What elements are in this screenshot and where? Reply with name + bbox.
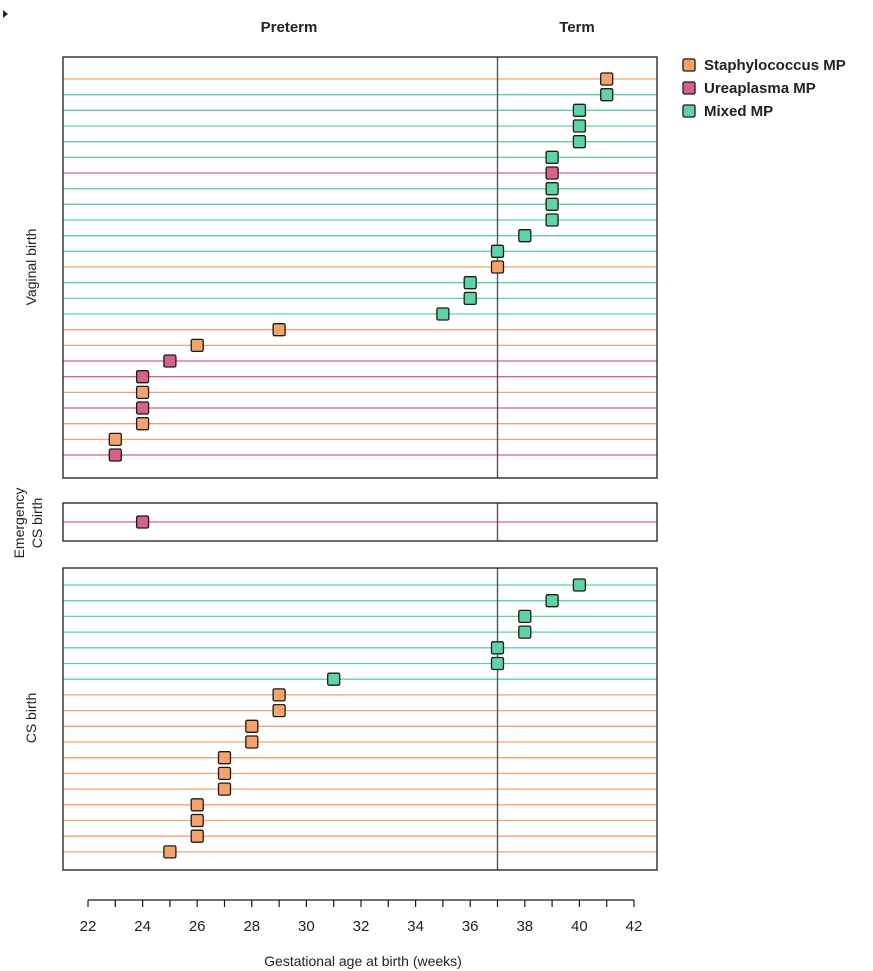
data-point-marker [490, 656, 505, 671]
x-tick-label: 22 [80, 918, 97, 935]
data-point-marker [190, 798, 204, 812]
legend-label: Ureaplasma MP [704, 80, 816, 97]
data-point-marker [135, 417, 150, 431]
data-point-marker [135, 515, 150, 529]
panel-2 [62, 567, 658, 871]
data-point-marker [545, 213, 559, 227]
term-header: Term [559, 19, 595, 36]
x-tick-label: 24 [134, 918, 151, 935]
panel-frame [62, 502, 658, 542]
x-tick-label: 38 [516, 918, 533, 935]
data-point-marker [490, 641, 505, 655]
emergency-cs-label-line2: CS birth [29, 498, 45, 549]
data-point-marker [518, 609, 532, 624]
data-point-marker [135, 401, 150, 415]
data-point-marker [545, 594, 559, 608]
data-point-marker [245, 735, 259, 749]
data-point-marker [217, 751, 232, 765]
x-tick-label: 28 [243, 918, 260, 935]
corner-marker [3, 10, 8, 18]
data-point-marker [572, 119, 587, 133]
x-tick-label: 36 [462, 918, 479, 935]
x-tick-label: 26 [189, 918, 206, 935]
cs-birth-label: CS birth [23, 693, 39, 744]
data-point-marker [490, 260, 505, 274]
data-point-marker [163, 845, 177, 859]
data-point-marker [518, 229, 532, 243]
legend-label: Staphylococcus MP [704, 57, 846, 74]
panel-frame [62, 56, 658, 479]
data-point-marker [572, 103, 587, 117]
x-axis: 22 24 26 28 30 32 34 36 38 40 42 [80, 899, 643, 935]
data-point-marker [545, 166, 559, 180]
panel-frame [62, 567, 658, 871]
panel-1 [62, 502, 658, 542]
data-point-marker [518, 625, 532, 639]
x-tick-label: 42 [626, 918, 643, 935]
legend: Staphylococcus MP Ureaplasma MP Mixed MP [682, 57, 846, 120]
x-tick-label: 40 [571, 918, 588, 935]
data-point-marker [245, 719, 259, 733]
data-point-marker [272, 703, 286, 718]
panel-0 [62, 56, 658, 479]
data-point-marker [135, 385, 150, 399]
data-point-marker [572, 135, 587, 149]
preterm-header: Preterm [261, 19, 318, 36]
legend-swatch [682, 81, 696, 95]
data-point-marker [463, 291, 477, 305]
data-point-marker [490, 244, 505, 258]
data-point-marker [190, 338, 204, 352]
legend-swatch [682, 58, 696, 72]
data-point-marker [135, 370, 150, 384]
emergency-cs-label-line1: Emergency [11, 488, 27, 559]
data-point-marker [108, 432, 122, 446]
data-point-marker [217, 766, 232, 781]
data-point-marker [463, 276, 477, 290]
panels-group [62, 56, 658, 871]
data-point-marker [217, 782, 232, 796]
data-point-marker [545, 150, 559, 164]
data-point-marker [572, 578, 587, 592]
data-point-marker [190, 829, 204, 843]
data-point-marker [190, 813, 204, 828]
data-point-marker [545, 182, 559, 196]
data-point-marker [600, 88, 614, 102]
data-point-marker [600, 72, 614, 86]
x-tick-label: 34 [407, 918, 424, 935]
data-point-marker [272, 323, 286, 337]
x-axis-title: Gestational age at birth (weeks) [264, 953, 462, 969]
data-point-marker [108, 448, 122, 462]
data-point-marker [163, 354, 177, 368]
data-point-marker [545, 197, 559, 211]
vaginal-birth-label: Vaginal birth [23, 229, 39, 306]
data-point-marker [272, 688, 286, 702]
x-tick-label: 30 [298, 918, 315, 935]
x-tick-label: 32 [353, 918, 370, 935]
legend-swatch [682, 104, 696, 118]
data-point-marker [327, 672, 341, 686]
legend-label: Mixed MP [704, 103, 773, 120]
data-point-marker [436, 307, 450, 321]
